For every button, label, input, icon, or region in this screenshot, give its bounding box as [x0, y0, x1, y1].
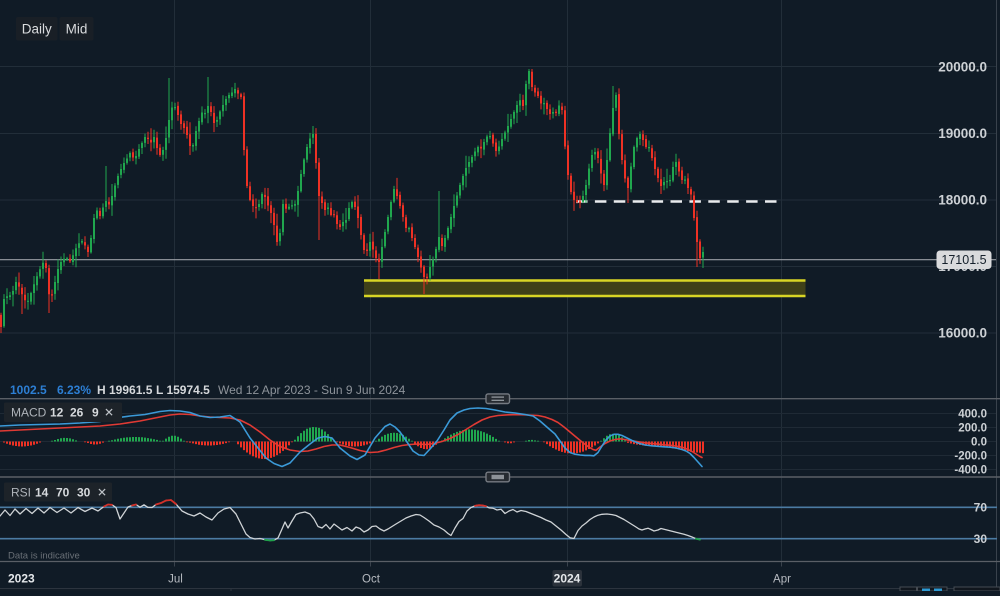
svg-text:2024: 2024 — [554, 572, 581, 586]
svg-text:-400.0: -400.0 — [954, 465, 987, 477]
svg-text:1002.5: 1002.5 — [10, 383, 47, 397]
svg-text:12: 12 — [50, 406, 64, 420]
svg-text:9: 9 — [92, 406, 99, 420]
svg-text:30: 30 — [974, 532, 988, 546]
svg-text:MACD: MACD — [11, 406, 47, 420]
svg-text:0.0: 0.0 — [971, 437, 987, 449]
svg-text:Daily: Daily — [22, 22, 52, 37]
svg-text:70: 70 — [56, 486, 70, 500]
svg-text:18000.0: 18000.0 — [938, 193, 987, 208]
svg-text:✕: ✕ — [97, 486, 107, 500]
svg-text:6.23%: 6.23% — [57, 383, 91, 397]
svg-text:17101.5: 17101.5 — [941, 253, 986, 267]
svg-text:Mid: Mid — [66, 22, 88, 37]
svg-text:Wed 12 Apr 2023 - Sun 9 Jun 20: Wed 12 Apr 2023 - Sun 9 Jun 2024 — [218, 383, 406, 397]
svg-text:16000.0: 16000.0 — [938, 326, 987, 341]
svg-text:19000.0: 19000.0 — [938, 126, 987, 141]
svg-text:Data is indicative: Data is indicative — [8, 551, 80, 562]
svg-text:RSI: RSI — [11, 486, 31, 500]
svg-text:✕: ✕ — [104, 406, 114, 420]
svg-text:H 19961.5: H 19961.5 — [97, 383, 153, 397]
svg-text:400.0: 400.0 — [958, 409, 987, 421]
svg-text:26: 26 — [70, 406, 84, 420]
svg-text:14: 14 — [35, 486, 49, 500]
svg-text:Apr: Apr — [773, 574, 791, 586]
svg-text:-200.0: -200.0 — [954, 451, 987, 463]
svg-text:Oct: Oct — [362, 574, 381, 586]
svg-text:L 15974.5: L 15974.5 — [156, 383, 210, 397]
svg-text:Jul: Jul — [168, 574, 183, 586]
svg-text:30: 30 — [77, 486, 91, 500]
svg-text:200.0: 200.0 — [958, 423, 987, 435]
svg-text:20000.0: 20000.0 — [938, 60, 987, 75]
svg-text:2023: 2023 — [8, 572, 35, 586]
svg-text:70: 70 — [974, 501, 988, 515]
